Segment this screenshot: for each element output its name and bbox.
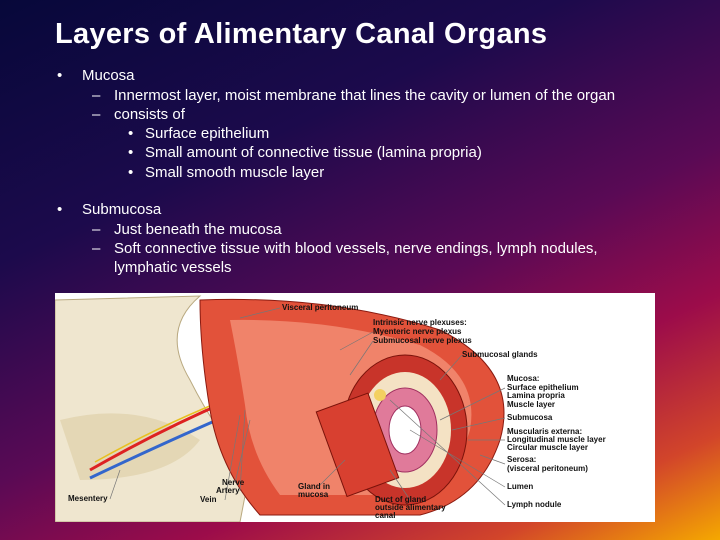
sub-sub-bullet-text: Small amount of connective tissue (lamin…	[145, 144, 482, 161]
sub-bullet-text: consists of	[114, 105, 185, 123]
sub-bullet-text: Just beneath the mucosa	[114, 220, 282, 238]
figure-label: Myenteric nerve plexus	[373, 327, 462, 336]
sub-bullet-text: Innermost layer, moist membrane that lin…	[114, 86, 616, 104]
figure-label: Muscle layer	[507, 400, 555, 409]
figure-label: Circular muscle layer	[507, 443, 588, 452]
figure-label: Submucosa	[507, 413, 553, 422]
figure-label: Gland in	[298, 482, 330, 491]
figure-label: Lamina propria	[507, 391, 565, 400]
figure-label: (visceral peritoneum)	[507, 464, 588, 473]
bullet-marker: •	[128, 124, 134, 142]
dash-marker: –	[92, 86, 101, 104]
figure-label: Duct of gland	[375, 495, 426, 504]
lumen	[388, 405, 422, 455]
bullet-marker: •	[128, 163, 134, 181]
figure-label: Mucosa:	[507, 374, 539, 383]
figure-label: outside alimentary	[375, 503, 446, 512]
bullet-marker: •	[57, 201, 63, 218]
dash-marker: –	[92, 105, 101, 123]
figure-label: Nerve	[222, 478, 245, 487]
figure-label: Longitudinal muscle layer	[507, 435, 606, 444]
figure-label: Lymph nodule	[507, 500, 562, 509]
slide-title: Layers of Alimentary Canal Organs	[55, 18, 548, 50]
lymph-nodule	[374, 389, 386, 401]
figure-label: Mesentery	[68, 494, 108, 503]
figure-label: Surface epithelium	[507, 383, 579, 392]
figure-label: Intrinsic nerve plexuses:	[373, 318, 467, 327]
figure-label: Vein	[200, 495, 217, 504]
leader-lines	[109, 307, 506, 506]
figure-label: Submucosal nerve plexus	[373, 336, 472, 345]
dash-marker: –	[92, 239, 101, 257]
dash-marker: –	[92, 220, 101, 238]
figure-label: Lumen	[507, 482, 533, 491]
figure-label: mucosa	[298, 490, 329, 499]
bullet-marker: •	[128, 144, 134, 161]
sub-bullet-text: Soft connective tissue with blood vessel…	[114, 239, 598, 276]
figure-label: Muscularis externa:	[507, 427, 582, 436]
figure-label: canal	[375, 511, 395, 520]
figure: Visceral peritoneum Intrinsic nerve plexu…	[54, 293, 655, 523]
sub-sub-bullet-text: Surface epithelium	[145, 124, 270, 142]
figure-label: Visceral peritoneum	[282, 303, 358, 312]
figure-label: Submucosal glands	[462, 350, 538, 359]
sub-sub-bullet-text: Small smooth muscle layer	[145, 163, 325, 181]
bullet-marker: •	[57, 67, 63, 84]
bullet-text: Submucosa	[82, 201, 162, 218]
illustration: Visceral peritoneum Intrinsic nerve plexu…	[54, 295, 606, 523]
figure-label: Serosa:	[507, 455, 536, 464]
bullet-text: Mucosa	[82, 67, 135, 84]
figure-label: Artery	[216, 486, 240, 495]
muscle-block	[315, 392, 400, 498]
